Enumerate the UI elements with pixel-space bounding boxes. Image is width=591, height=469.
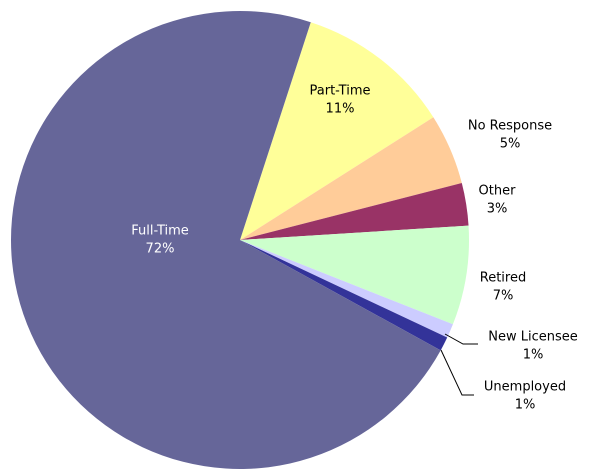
pie-slice <box>240 117 462 240</box>
pie-slice <box>240 240 448 351</box>
slice-label: Part-Time <box>310 84 371 99</box>
slice-label: Unemployed <box>484 380 566 395</box>
pie-slice <box>240 183 469 240</box>
leader-line <box>444 333 478 345</box>
slice-label: Full-Time <box>131 224 189 239</box>
slice-value: 5% <box>500 137 521 152</box>
pie-slice <box>240 240 453 338</box>
slice-label: No Response <box>468 119 552 134</box>
leader-line <box>440 349 474 396</box>
slice-value: 3% <box>487 202 508 217</box>
slice-value: 11% <box>326 102 355 117</box>
slice-value: 7% <box>493 289 514 304</box>
slice-value: 1% <box>515 398 536 413</box>
pie-slice <box>11 11 441 469</box>
slice-label: Other <box>479 184 517 199</box>
pie-slice <box>240 22 434 241</box>
slice-value: 72% <box>146 242 175 257</box>
pie-slice <box>240 225 469 325</box>
slice-label: Retired <box>480 271 526 286</box>
slice-value: 1% <box>523 348 544 363</box>
slice-label: New Licensee <box>488 330 578 345</box>
